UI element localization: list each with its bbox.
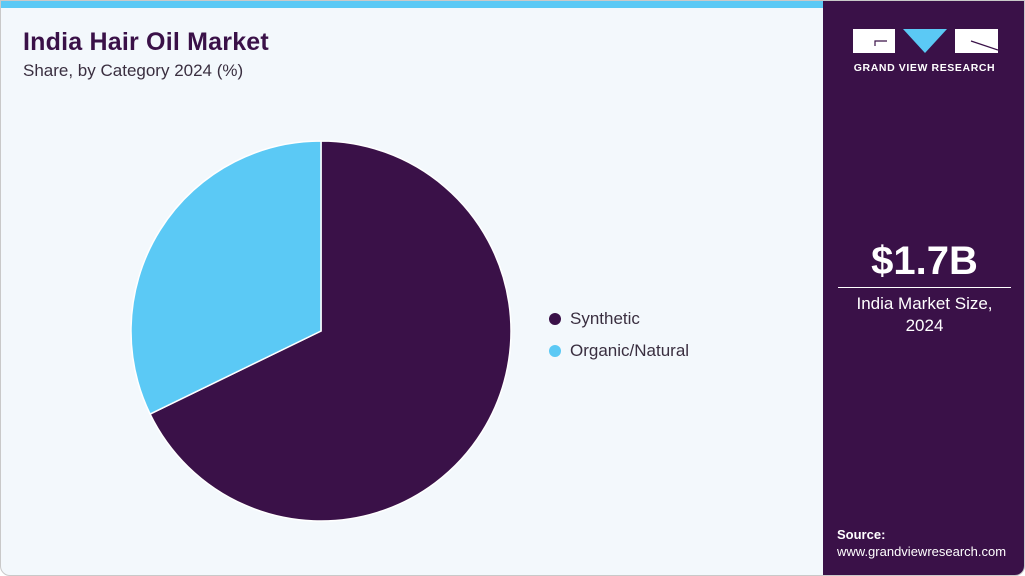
chart-subtitle: Share, by Category 2024 (%) — [23, 61, 244, 80]
market-size-label: India Market Size, 2024 — [856, 294, 993, 335]
pie-chart — [130, 140, 512, 522]
legend-item-synthetic: Synthetic — [549, 303, 689, 335]
legend-dot-organic — [549, 345, 561, 357]
chart-title: India Hair Oil Market — [23, 28, 269, 56]
divider — [838, 287, 1011, 288]
accent-bar — [1, 1, 823, 8]
legend-label: Synthetic — [570, 309, 640, 328]
logo-text: GRAND VIEW RESEARCH — [853, 62, 996, 74]
legend: Synthetic Organic/Natural — [549, 303, 689, 367]
legend-item-organic: Organic/Natural — [549, 335, 689, 367]
source-link[interactable]: www.grandviewresearch.com — [837, 544, 1007, 559]
pie-slice-synthetic — [149, 140, 512, 522]
legend-dot-synthetic — [549, 313, 561, 325]
gvr-logo-icon — [853, 29, 998, 53]
pie-slice-organic-natural — [130, 140, 322, 416]
source-label: Source: — [837, 527, 886, 542]
legend-label: Organic/Natural — [570, 341, 690, 360]
sidebar-panel: GRAND VIEW RESEARCH $1.7B India Market S… — [823, 1, 1024, 575]
market-size-value: $1.7B — [871, 239, 978, 283]
